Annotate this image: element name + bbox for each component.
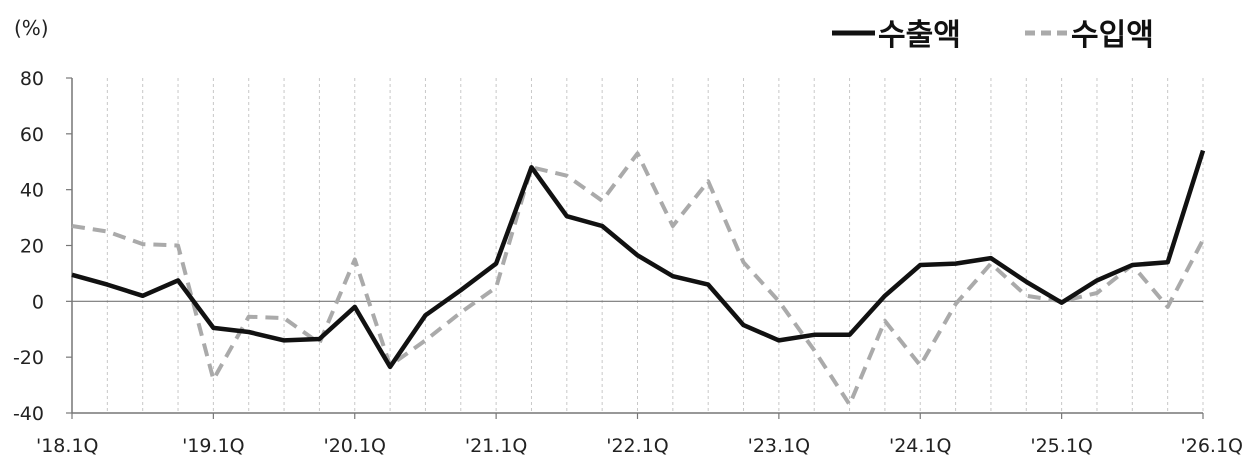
- y-axis-unit-label: (%): [14, 16, 49, 40]
- x-tick-label: '23.1Q: [748, 435, 810, 457]
- series-layer: [71, 149, 1206, 407]
- x-tick-label: '19.1Q: [182, 435, 244, 457]
- y-tick-label: 60: [20, 124, 44, 146]
- series-line-imports: [71, 151, 1205, 407]
- y-tick-label: 80: [20, 68, 44, 90]
- x-tick-label: '18.1Q: [36, 435, 98, 457]
- x-tick-label: '24.1Q: [889, 435, 951, 457]
- legend: 수출액 수입액: [832, 18, 1154, 53]
- x-tick-label: '20.1Q: [324, 435, 386, 457]
- legend-label-imports: 수입액: [1071, 18, 1154, 53]
- y-tick-label: -20: [13, 347, 44, 369]
- legend-label-exports: 수출액: [878, 18, 961, 53]
- x-tick-label: '25.1Q: [1030, 435, 1092, 457]
- y-axis-ticks: 80 60 40 20 0 -20 -40: [13, 68, 72, 425]
- x-tick-label: '21.1Q: [465, 435, 527, 457]
- series-line-exports: [71, 149, 1206, 370]
- y-tick-label: -40: [13, 403, 44, 425]
- x-axis-ticks: '18.1Q '19.1Q '20.1Q '21.1Q '22.1Q '23.1Q '24.…: [36, 413, 1243, 457]
- x-tick-label: '22.1Q: [606, 435, 668, 457]
- y-tick-label: 0: [32, 291, 44, 313]
- y-tick-label: 40: [20, 180, 44, 202]
- y-tick-label: 20: [20, 236, 44, 258]
- x-tick-label: '26.1Q: [1181, 435, 1243, 457]
- gridlines: [106, 78, 1204, 413]
